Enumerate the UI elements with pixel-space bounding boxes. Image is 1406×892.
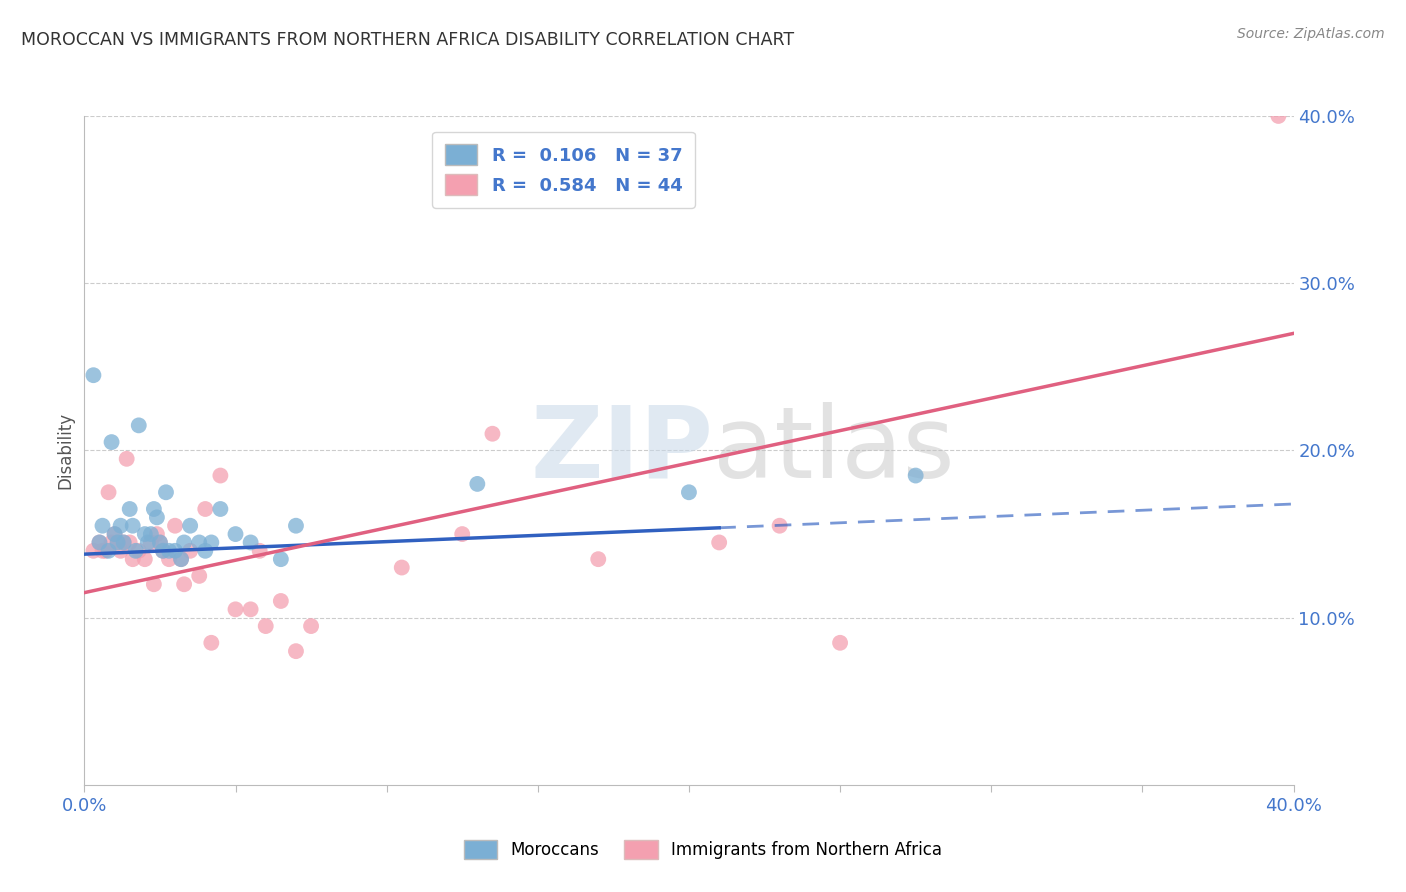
- Point: [170, 552, 193, 566]
- Point: [209, 502, 232, 516]
- Point: [225, 527, 247, 541]
- Point: [173, 535, 195, 549]
- Point: [107, 535, 129, 549]
- Point: [146, 527, 169, 541]
- Point: [270, 594, 292, 608]
- Point: [112, 535, 135, 549]
- Point: [194, 502, 217, 516]
- Point: [904, 468, 927, 483]
- Point: [112, 535, 135, 549]
- Point: [149, 535, 172, 549]
- Point: [89, 535, 111, 549]
- Point: [82, 368, 104, 383]
- Point: [91, 518, 114, 533]
- Point: [107, 535, 129, 549]
- Point: [830, 636, 852, 650]
- Point: [270, 552, 292, 566]
- Point: [128, 418, 150, 433]
- Text: MOROCCAN VS IMMIGRANTS FROM NORTHERN AFRICA DISABILITY CORRELATION CHART: MOROCCAN VS IMMIGRANTS FROM NORTHERN AFR…: [21, 31, 794, 49]
- Point: [134, 527, 156, 541]
- Point: [451, 527, 474, 541]
- Text: ZIP: ZIP: [530, 402, 713, 499]
- Point: [225, 602, 247, 616]
- Point: [97, 485, 120, 500]
- Point: [239, 535, 262, 549]
- Point: [118, 535, 141, 549]
- Point: [136, 535, 159, 549]
- Y-axis label: Disability: Disability: [56, 412, 75, 489]
- Point: [128, 543, 150, 558]
- Point: [142, 502, 165, 516]
- Point: [142, 577, 165, 591]
- Point: [121, 518, 143, 533]
- Point: [121, 552, 143, 566]
- Point: [239, 602, 262, 616]
- Point: [188, 569, 211, 583]
- Legend: R =  0.106   N = 37, R =  0.584   N = 44: R = 0.106 N = 37, R = 0.584 N = 44: [432, 132, 695, 208]
- Point: [170, 552, 193, 566]
- Point: [97, 543, 120, 558]
- Point: [152, 543, 174, 558]
- Point: [481, 426, 503, 441]
- Point: [194, 543, 217, 558]
- Point: [254, 619, 277, 633]
- Point: [179, 543, 201, 558]
- Point: [200, 535, 222, 549]
- Point: [165, 518, 187, 533]
- Point: [125, 543, 148, 558]
- Point: [709, 535, 731, 549]
- Point: [82, 543, 104, 558]
- Point: [115, 451, 138, 466]
- Point: [146, 510, 169, 524]
- Point: [200, 636, 222, 650]
- Point: [118, 502, 141, 516]
- Point: [104, 527, 127, 541]
- Point: [157, 552, 180, 566]
- Point: [139, 527, 162, 541]
- Point: [149, 535, 172, 549]
- Point: [285, 644, 308, 658]
- Point: [155, 485, 177, 500]
- Point: [299, 619, 322, 633]
- Point: [100, 435, 122, 450]
- Point: [1267, 109, 1289, 123]
- Legend: Moroccans, Immigrants from Northern Africa: Moroccans, Immigrants from Northern Afri…: [457, 833, 949, 866]
- Point: [769, 518, 792, 533]
- Text: Source: ZipAtlas.com: Source: ZipAtlas.com: [1237, 27, 1385, 41]
- Point: [110, 518, 132, 533]
- Point: [152, 543, 174, 558]
- Point: [173, 577, 195, 591]
- Point: [391, 560, 413, 574]
- Point: [467, 476, 489, 491]
- Point: [100, 535, 122, 549]
- Point: [139, 535, 162, 549]
- Point: [179, 518, 201, 533]
- Point: [188, 535, 211, 549]
- Point: [110, 543, 132, 558]
- Point: [94, 543, 117, 558]
- Point: [588, 552, 610, 566]
- Point: [678, 485, 700, 500]
- Point: [285, 518, 308, 533]
- Point: [134, 552, 156, 566]
- Point: [91, 543, 114, 558]
- Point: [104, 527, 127, 541]
- Point: [157, 543, 180, 558]
- Point: [209, 468, 232, 483]
- Text: atlas: atlas: [713, 402, 955, 499]
- Point: [249, 543, 271, 558]
- Point: [89, 535, 111, 549]
- Point: [165, 543, 187, 558]
